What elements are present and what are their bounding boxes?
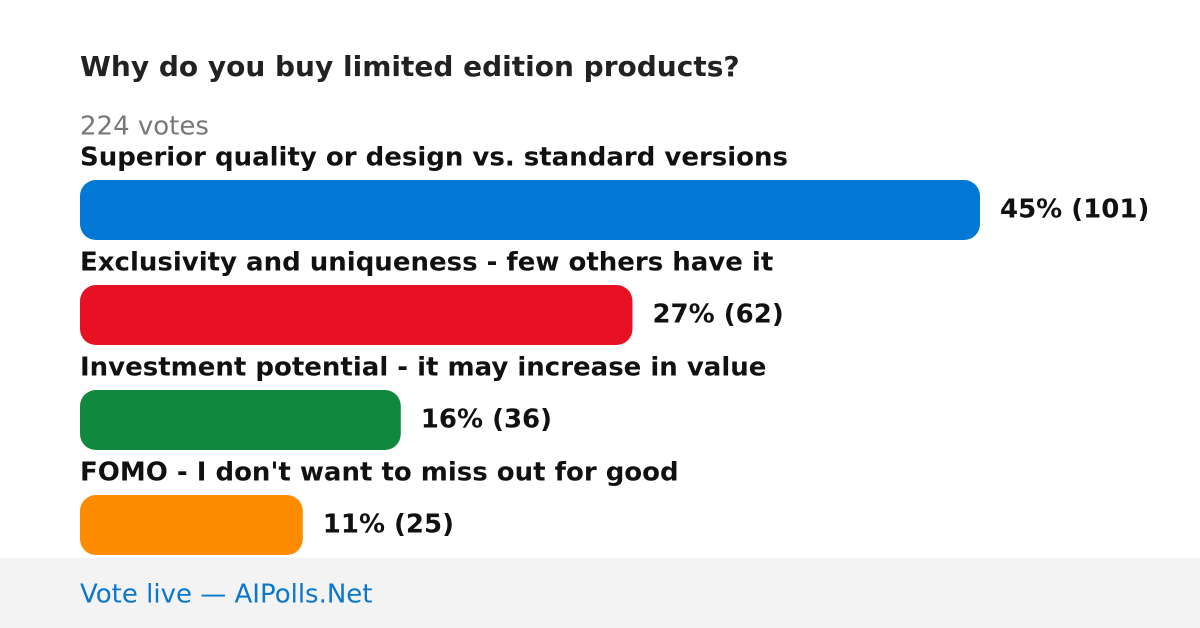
bar: [80, 180, 980, 240]
option-label: Superior quality or design vs. standard …: [80, 143, 788, 173]
footer-band: [0, 558, 1200, 628]
bar: [80, 285, 633, 345]
option-label: FOMO - I don't want to miss out for good: [80, 458, 679, 488]
value-label: 45% (101): [1000, 195, 1149, 225]
bar: [80, 495, 303, 555]
footer-link[interactable]: Vote live — AIPolls.Net: [80, 580, 373, 610]
option-label: Investment potential - it may increase i…: [80, 353, 766, 383]
value-label: 11% (25): [323, 510, 454, 540]
vote-total: 224 votes: [80, 112, 209, 142]
bar: [80, 390, 401, 450]
value-label: 16% (36): [421, 405, 552, 435]
poll-title: Why do you buy limited edition products?: [80, 50, 740, 83]
value-label: 27% (62): [652, 300, 783, 330]
option-label: Exclusivity and uniqueness - few others …: [80, 248, 773, 278]
